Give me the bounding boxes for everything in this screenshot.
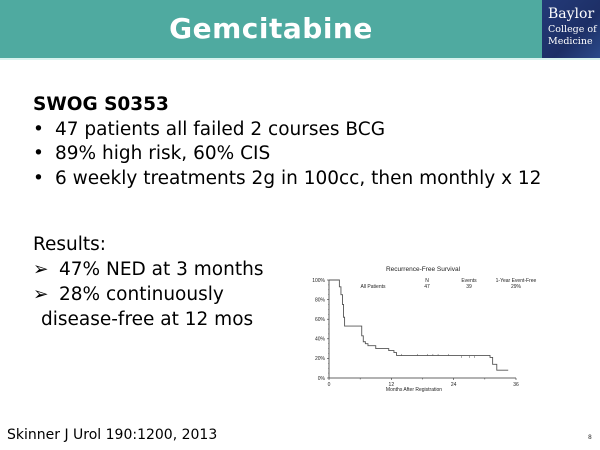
- results-section: Results: ➢ 47% NED at 3 months ➢ 28% conti…: [33, 232, 263, 332]
- bullet-item: • 6 weekly treatments 2g in 100cc, then …: [33, 167, 541, 192]
- legend-cell: 39: [466, 284, 472, 290]
- legend-cell: 29%: [511, 284, 522, 290]
- slide-title: Gemcitabine: [169, 12, 373, 45]
- x-tick-label: 24: [451, 382, 457, 388]
- legend-header: 1-Year Event-Free: [496, 278, 537, 284]
- citation: Skinner J Urol 190:1200, 2013: [7, 427, 218, 443]
- bullet-text: 89% high risk, 60% CIS: [55, 143, 271, 164]
- title-divider: [0, 58, 600, 60]
- arrow-bullet-icon: ➢: [33, 284, 49, 305]
- baylor-logo: Baylor College of Medicine: [542, 0, 600, 58]
- result-item: ➢ 28% continuously: [33, 282, 263, 307]
- survival-chart-svg: Recurrence-Free Survival N Events 1-Year Ev…: [312, 266, 537, 393]
- result-text-continued: disease-free at 12 mos: [41, 309, 254, 330]
- bullet-text: 47 patients all failed 2 courses BCG: [55, 118, 386, 140]
- y-tick-label: 20%: [315, 356, 326, 362]
- bullet-icon: •: [33, 167, 44, 189]
- legend-cell: All Patients: [360, 284, 386, 290]
- y-tick-label: 0%: [318, 376, 326, 382]
- y-tick-label: 80%: [315, 297, 326, 303]
- bullet-item: • 47 patients all failed 2 courses BCG: [33, 118, 541, 143]
- logo-line-1: Baylor: [548, 6, 595, 22]
- result-item: ➢ 47% NED at 3 months: [33, 257, 263, 282]
- bullet-icon: •: [33, 118, 44, 140]
- y-tick-label: 40%: [315, 337, 326, 343]
- logo-line-3: Medicine: [548, 36, 593, 47]
- y-tick-label: 60%: [315, 317, 326, 323]
- legend-header: Events: [461, 278, 477, 284]
- survival-chart: Recurrence-Free Survival N Events 1-Year Ev…: [300, 262, 540, 402]
- x-tick-label: 0: [328, 382, 331, 388]
- result-text: 28% continuously: [59, 284, 224, 305]
- bullet-text: 6 weekly treatments 2g in 100cc, then mo…: [55, 167, 542, 189]
- study-heading: SWOG S0353: [33, 94, 169, 115]
- study-section: SWOG S0353 • 47 patients all failed 2 co…: [33, 93, 541, 191]
- x-tick-label: 36: [513, 382, 519, 388]
- survival-curve: [329, 279, 509, 371]
- chart-title: Recurrence-Free Survival: [386, 266, 461, 273]
- results-heading: Results:: [33, 234, 107, 255]
- y-tick-label: 100%: [312, 278, 325, 284]
- legend-header: N: [425, 278, 429, 284]
- arrow-bullet-icon: ➢: [33, 259, 49, 280]
- logo-line-2: College of: [548, 24, 597, 35]
- bullet-icon: •: [33, 143, 44, 164]
- legend-cell: 47: [424, 284, 430, 290]
- page-number: 8: [588, 434, 592, 441]
- x-axis-label: Months After Registration: [386, 387, 442, 393]
- bullet-item: • 89% high risk, 60% CIS: [33, 142, 541, 167]
- title-bar: [0, 0, 542, 58]
- result-text: 47% NED at 3 months: [59, 259, 264, 280]
- x-tick-label: 12: [389, 382, 395, 388]
